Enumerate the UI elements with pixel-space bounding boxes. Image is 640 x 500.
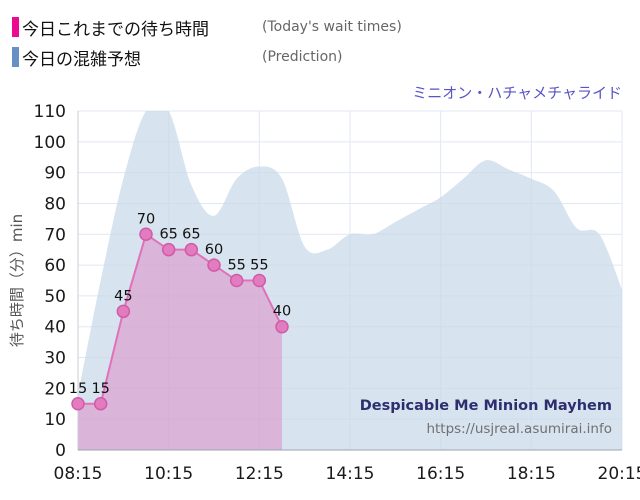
y-tick-label: 0 xyxy=(55,441,66,461)
legend: 今日これまでの待ち時間 (Today's wait times) 今日の混雑予想… xyxy=(12,12,402,72)
data-point-marker xyxy=(229,273,244,288)
data-point-marker xyxy=(116,304,131,319)
prediction-area xyxy=(78,111,622,450)
y-tick-label: 90 xyxy=(44,164,66,184)
y-tick-label: 10 xyxy=(44,410,66,430)
data-point-label: 55 xyxy=(227,258,245,274)
data-point-marker xyxy=(275,319,289,334)
y-tick-label: 70 xyxy=(44,225,66,245)
data-point-marker xyxy=(139,227,153,242)
x-tick-label: 14:15 xyxy=(326,464,375,484)
watermark-url: https://usjreal.asumirai.info xyxy=(426,421,612,437)
data-point-marker xyxy=(184,242,199,257)
legend-sublabel-prediction: (Prediction) xyxy=(262,49,343,65)
legend-label-actual: 今日これまでの待ち時間 xyxy=(22,19,209,40)
legend-item-prediction: 今日の混雑予想 (Prediction) xyxy=(12,42,402,72)
data-point-label: 65 xyxy=(159,227,177,243)
data-point-marker xyxy=(161,242,176,257)
actual-line xyxy=(78,232,283,405)
x-tick-label: 10:15 xyxy=(144,464,193,484)
y-tick-label: 50 xyxy=(44,287,66,307)
data-point-label: 65 xyxy=(182,227,200,243)
actual-series-swatch xyxy=(12,17,19,37)
data-point-label: 45 xyxy=(114,288,132,304)
x-tick-label: 20:15 xyxy=(598,464,640,484)
legend-item-actual: 今日これまでの待ち時間 (Today's wait times) xyxy=(12,12,402,42)
y-tick-label: 100 xyxy=(34,133,66,153)
data-point-label: 40 xyxy=(273,304,291,320)
x-tick-label: 12:15 xyxy=(235,464,284,484)
chart-title: ミニオン・ハチャメチャライド xyxy=(412,84,622,102)
actual-area xyxy=(78,234,282,450)
data-point-label: 70 xyxy=(137,211,155,227)
watermark-name: Despicable Me Minion Mayhem xyxy=(360,398,612,414)
data-point-label: 15 xyxy=(91,381,109,397)
legend-sublabel-actual: (Today's wait times) xyxy=(262,19,402,35)
y-tick-label: 110 xyxy=(34,102,66,122)
legend-label-prediction: 今日の混雑予想 xyxy=(22,49,141,70)
y-axis-title: 待ち時間（分）min xyxy=(8,214,26,347)
prediction-series-swatch xyxy=(12,47,19,67)
data-point-label: 60 xyxy=(205,242,223,258)
x-tick-label: 18:15 xyxy=(507,464,556,484)
y-tick-label: 60 xyxy=(44,256,66,276)
y-tick-label: 20 xyxy=(44,379,66,399)
data-point-label: 55 xyxy=(250,258,268,274)
data-point-marker xyxy=(93,397,108,411)
data-point-marker xyxy=(207,258,221,272)
y-tick-label: 80 xyxy=(44,194,66,214)
x-tick-label: 16:15 xyxy=(416,464,465,484)
data-point-marker xyxy=(71,397,85,411)
y-tick-label: 40 xyxy=(44,318,66,338)
x-tick-label: 08:15 xyxy=(54,464,103,484)
y-tick-label: 30 xyxy=(44,349,66,369)
data-point-label: 15 xyxy=(69,381,87,397)
data-point-marker xyxy=(252,273,267,288)
